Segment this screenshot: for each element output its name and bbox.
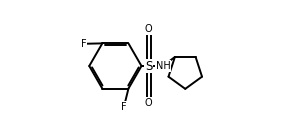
Text: F: F (121, 102, 127, 112)
Text: O: O (145, 24, 153, 34)
Text: F: F (81, 39, 86, 49)
Text: O: O (145, 98, 153, 108)
Text: S: S (145, 60, 152, 72)
Text: NH: NH (156, 61, 170, 71)
